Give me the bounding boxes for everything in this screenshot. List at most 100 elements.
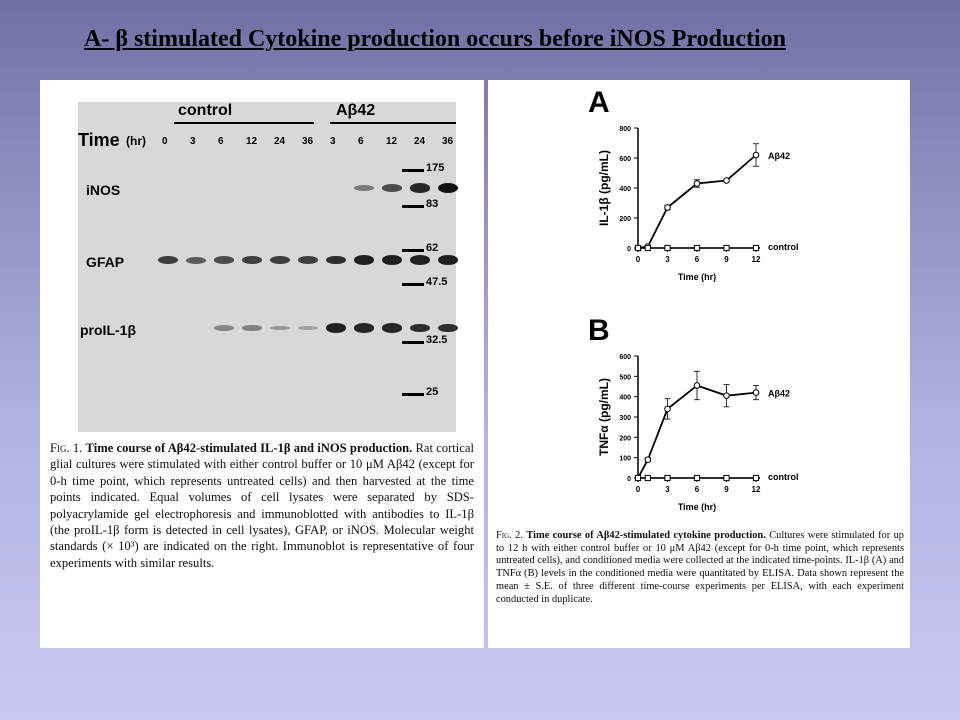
band-gfap-7 — [354, 255, 374, 265]
band-proil1-7 — [354, 323, 374, 333]
time-label: Time — [78, 130, 120, 150]
fig1-caption-title: Time course of Aβ42-stimulated IL-1β and… — [85, 441, 413, 455]
band-gfap-4 — [270, 255, 290, 265]
chart-a-series-1-label: control — [768, 242, 799, 252]
group-label-abeta42: Aβ42 — [336, 102, 376, 119]
abeta42-bracket — [330, 122, 456, 124]
band-inos-8 — [382, 184, 402, 192]
mw-label-1: 83 — [426, 198, 439, 210]
band-proil1-2 — [214, 325, 234, 331]
time-unit-label: (hr) — [126, 134, 146, 148]
row-label-gfap: GFAP — [86, 254, 125, 270]
chart-b-series-0-point-4 — [723, 392, 730, 399]
immunoblot: control Aβ42 Time (hr) 0 3 6 12 24 36 3 6 12 24 36… — [78, 102, 458, 432]
mw-tick-1 — [402, 205, 424, 208]
lane-label-7: 6 — [358, 136, 364, 147]
chart-a-xtick-label-0: 0 — [636, 255, 641, 264]
mw-tick-2 — [402, 249, 424, 252]
lane-label-6: 3 — [330, 136, 336, 147]
mw-label-5: 25 — [426, 386, 439, 398]
band-proil1-10 — [438, 323, 458, 333]
chart-b-xtick-label-0: 0 — [636, 485, 641, 494]
fig2-caption-title: Time course of Aβ42-stimulated cytokine … — [526, 530, 766, 541]
mw-label-3: 47.5 — [426, 276, 448, 288]
mw-tick-4 — [402, 341, 424, 344]
lane-label-4: 24 — [274, 136, 286, 147]
figure-1-caption: Fig. 1. Time course of Aβ42-stimulated I… — [50, 440, 474, 571]
chart-b-ytick-label-4: 400 — [619, 395, 631, 402]
chart-a-ytick-label-0: 0 — [627, 246, 631, 253]
chart-a-series-1-point-4 — [723, 244, 730, 252]
mw-label-2: 62 — [426, 242, 439, 254]
band-gfap-1 — [186, 256, 206, 264]
band-inos-10 — [438, 183, 458, 193]
lane-label-2: 6 — [218, 136, 224, 147]
chart-b-ytick-label-2: 200 — [619, 435, 631, 442]
chart-a-xtick-label-2: 6 — [695, 255, 700, 264]
chart-a-ylabel: IL-1β (pg/mL) — [597, 150, 611, 226]
chart-b-xtick-label-4: 12 — [752, 485, 761, 494]
chart-b-series-1-point-5 — [752, 474, 760, 482]
figure-2-panel: A 0 200 400 600 800 0 3 6 9 12 Time (hr) IL-1β (pg/m… — [488, 80, 910, 648]
band-inos-7 — [354, 185, 374, 191]
band-gfap-6 — [326, 255, 346, 265]
lane-label-1: 3 — [190, 136, 196, 147]
lane-label-9: 24 — [414, 136, 426, 147]
chart-b-series-1-point-0 — [634, 474, 642, 482]
chart-a-ytick-label-4: 800 — [619, 126, 631, 133]
chart-b-series-1-point-3 — [693, 474, 701, 482]
chart-a-xtick-label-4: 12 — [752, 255, 761, 264]
chart-a-series-0-label: Aβ42 — [768, 151, 790, 161]
band-gfap-5 — [298, 255, 318, 265]
figure-2-charts: A 0 200 400 600 800 0 3 6 9 12 Time (hr) IL-1β (pg/m… — [588, 86, 799, 512]
band-proil1-9 — [410, 323, 430, 333]
band-gfap-8 — [382, 255, 402, 265]
chart-a-series-0-line — [637, 154, 757, 249]
row-label-proil1b: proIL-1β — [80, 322, 136, 338]
row-label-inos: iNOS — [86, 182, 121, 198]
figure-1-panel: control Aβ42 Time (hr) 0 3 6 12 24 36 3 6 12 24 36… — [40, 80, 484, 648]
chart-b-ytick-label-3: 300 — [619, 415, 631, 422]
chart-b-series-1-label: control — [768, 472, 799, 482]
chart-a-xlabel: Time (hr) — [678, 272, 716, 282]
chart-b-xtick-label-2: 6 — [695, 485, 700, 494]
chart-a-series-0-point-4 — [723, 177, 730, 184]
chart-a-series-1-point-3 — [693, 244, 701, 252]
chart-a-ytick-label-1: 200 — [619, 216, 631, 223]
chart-b-series-0-point-5 — [752, 389, 760, 396]
slide-title: A- β stimulated Cytokine production occu… — [84, 26, 786, 52]
chart-a-ytick-label-2: 400 — [619, 186, 631, 193]
band-gfap-10 — [438, 255, 458, 265]
chart-b-xlabel: Time (hr) — [678, 502, 716, 512]
chart-b-series-1-point-2 — [664, 474, 671, 482]
chart-b-series-1-point-4 — [723, 474, 730, 482]
chart-b-series-0-label: Aβ42 — [768, 389, 790, 399]
mw-label-4: 32.5 — [426, 334, 448, 346]
chart-a-ytick-label-3: 600 — [619, 156, 631, 163]
chart-a-series-0-point-3 — [693, 180, 701, 187]
chart-b-panel-label: B — [588, 314, 610, 347]
chart-a-panel-label: A — [588, 86, 610, 119]
lane-label-3: 12 — [246, 136, 258, 147]
chart-a-series-1-point-0 — [634, 244, 642, 252]
figure-2-caption: Fig. 2. Time course of Aβ42-stimulated c… — [496, 530, 904, 606]
band-proil1-5 — [298, 325, 318, 331]
mw-tick-3 — [402, 283, 424, 286]
fig1-caption-label: Fig. 1. — [50, 441, 83, 455]
band-gfap-3 — [242, 255, 262, 265]
chart-b-series-0-point-2 — [664, 405, 671, 413]
chart-a-series-1-point-5 — [752, 244, 760, 252]
lane-label-0: 0 — [162, 136, 168, 147]
mw-tick-0 — [402, 169, 424, 172]
chart-a-series-1-point-2 — [664, 244, 671, 252]
chart-b-ylabel: TNFα (pg/mL) — [597, 378, 611, 456]
fig1-caption-body: Rat cortical glial cultures were stimula… — [50, 441, 474, 570]
chart-a-xtick-label-1: 3 — [665, 255, 670, 264]
lane-label-8: 12 — [386, 136, 398, 147]
control-bracket — [174, 122, 314, 124]
chart-b-xtick-label-3: 9 — [724, 485, 729, 494]
chart-a-xtick-label-3: 9 — [724, 255, 729, 264]
band-inos-9 — [410, 183, 430, 193]
fig2-caption-body: Cultures were stimulated for up to 12 h … — [496, 530, 904, 605]
chart-a-series-1-point-1 — [644, 244, 651, 252]
